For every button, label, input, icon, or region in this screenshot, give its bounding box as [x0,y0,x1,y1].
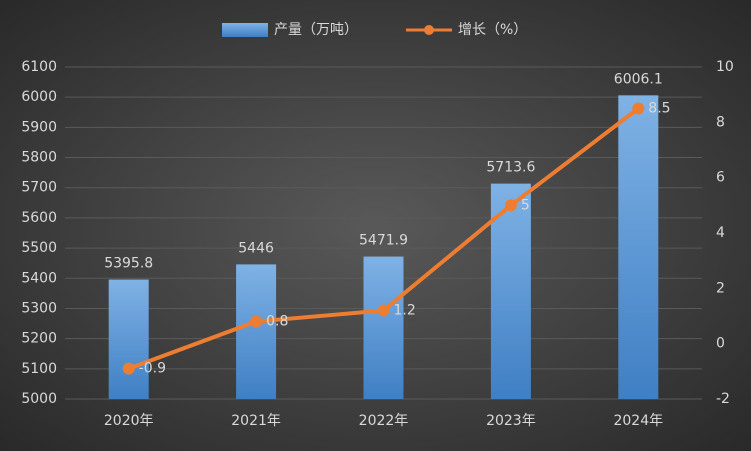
x-tick-label: 2023年 [486,413,536,429]
value-label: 5713.6 [486,160,535,176]
y2-tick-label: 10 [716,59,734,75]
value-label: 6006.1 [614,71,663,87]
legend-marker [424,25,434,35]
bar [490,183,531,399]
point [122,362,135,375]
y2-tick-label: 4 [716,225,725,241]
value-label: 5471.9 [359,233,408,249]
value-label: 5 [521,197,530,213]
y2-tick-label: 2 [716,280,725,296]
point [504,199,517,212]
bar [236,264,277,399]
y-tick-label: 5000 [21,391,57,407]
y-tick-label: 5900 [21,119,57,135]
legend-swatch [222,23,268,37]
y2-tick-label: -2 [716,391,730,407]
value-label: -0.9 [139,361,166,377]
y2-tick-label: 6 [716,170,725,186]
y-tick-label: 5100 [21,361,57,377]
x-tick-label: 2021年 [231,413,281,429]
y-tick-label: 5500 [21,240,57,256]
y-tick-label: 6100 [21,59,57,75]
y-tick-label: 6000 [21,89,57,105]
y-tick-label: 5300 [21,300,57,316]
x-tick-label: 2022年 [359,413,409,429]
x-tick-label: 2024年 [613,413,663,429]
bar [108,279,149,399]
y2-tick-label: 0 [716,336,725,352]
value-label: 8.5 [648,101,670,117]
bar [618,95,659,399]
point [632,102,645,115]
y-tick-label: 5600 [21,210,57,226]
point [377,304,390,317]
value-label: 0.8 [266,314,288,330]
point [250,315,263,328]
y-tick-label: 5700 [21,180,57,196]
y2-tick-label: 8 [716,114,725,130]
legend-label: 产量（万吨） [274,22,358,38]
value-label: 5446 [238,240,274,256]
y-tick-label: 5200 [21,331,57,347]
bar [363,256,404,399]
value-label: 5395.8 [104,256,153,272]
y-tick-label: 5800 [21,150,57,166]
legend-label: 增长（%） [458,22,527,38]
y-tick-label: 5400 [21,270,57,286]
value-label: 1.2 [394,302,416,318]
x-tick-label: 2020年 [104,413,154,429]
